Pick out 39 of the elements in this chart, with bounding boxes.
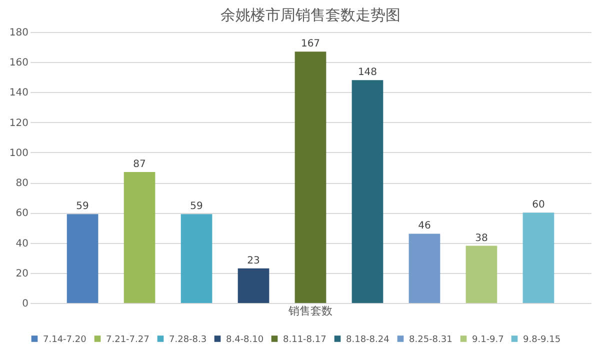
legend-label: 7.14-7.20 — [43, 334, 87, 345]
y-tick-label: 100 — [9, 148, 28, 159]
bar — [294, 52, 326, 303]
bar — [180, 214, 212, 303]
legend-label: 8.4-8.10 — [226, 334, 264, 345]
bar — [466, 246, 498, 303]
legend-label: 7.28-8.3 — [169, 334, 207, 345]
legend-label: 9.1-9.7 — [472, 334, 504, 345]
y-tick-label: 160 — [9, 58, 28, 69]
data-label: 59 — [76, 201, 89, 212]
data-label: 87 — [133, 159, 146, 170]
legend-label: 8.18-8.24 — [346, 334, 390, 345]
legend-label: 7.21-7.27 — [106, 334, 150, 345]
y-tick-label: 120 — [9, 118, 28, 129]
data-label: 46 — [418, 220, 431, 232]
bar — [408, 234, 440, 303]
data-label: 167 — [300, 38, 320, 50]
bar — [124, 172, 156, 303]
y-tick-label: 0 — [22, 298, 28, 310]
y-tick-label: 60 — [16, 208, 28, 220]
y-tick-label: 40 — [16, 238, 28, 250]
bar — [238, 268, 270, 303]
y-tick-label: 80 — [16, 178, 28, 190]
y-tick-label: 180 — [9, 28, 28, 38]
legend-label: 8.25-8.31 — [409, 334, 452, 345]
bar — [352, 80, 384, 303]
y-tick-label: 20 — [16, 268, 28, 280]
data-label: 38 — [475, 232, 488, 244]
x-tick-label: 销售套数 — [288, 304, 332, 318]
data-label: 148 — [358, 67, 378, 78]
data-label: 59 — [190, 201, 203, 212]
bar — [522, 212, 554, 303]
y-tick-label: 140 — [9, 88, 28, 99]
chart-title: 余姚楼市周销售套数走势图 — [220, 6, 400, 24]
legend-label: 8.11-8.17 — [283, 334, 326, 345]
bar — [66, 214, 98, 303]
legend-label: 9.8-9.15 — [523, 334, 561, 345]
data-label: 60 — [532, 200, 545, 211]
data-label: 23 — [247, 255, 260, 266]
